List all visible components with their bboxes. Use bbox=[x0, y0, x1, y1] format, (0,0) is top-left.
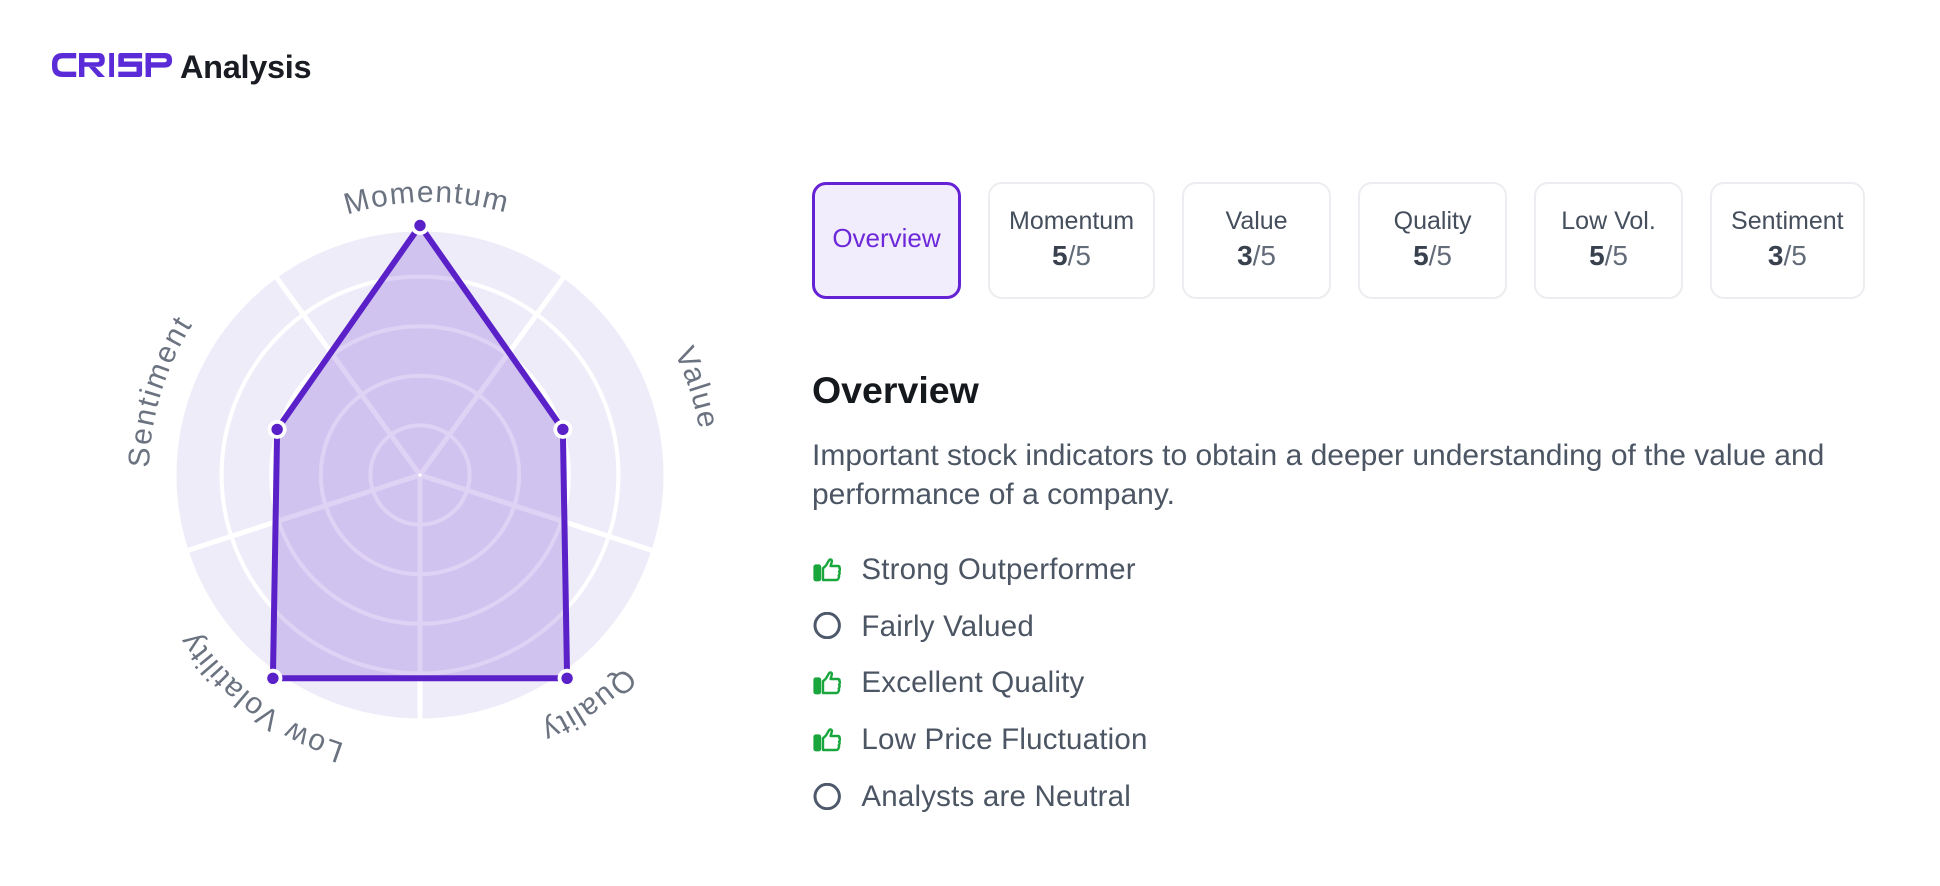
svg-text:Value: Value bbox=[668, 342, 720, 432]
svg-text:Momentum: Momentum bbox=[340, 176, 513, 221]
